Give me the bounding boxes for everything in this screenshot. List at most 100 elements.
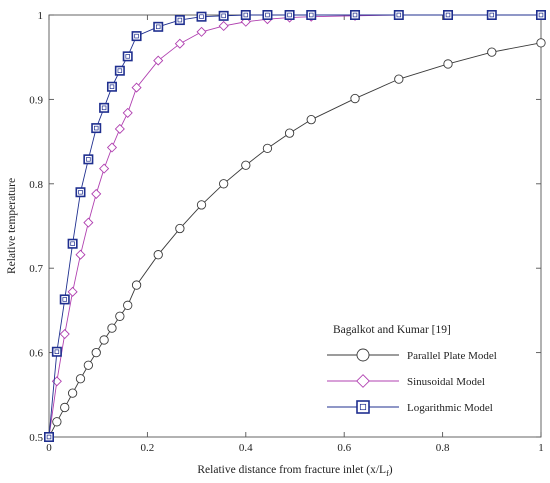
data-point bbox=[83, 360, 94, 370]
data-point bbox=[131, 280, 142, 290]
data-point bbox=[60, 402, 70, 413]
x-axis-label: Relative distance from fracture inlet (x… bbox=[197, 464, 392, 478]
data-point bbox=[443, 59, 453, 69]
data-point-inner bbox=[445, 12, 451, 18]
data-point bbox=[51, 346, 62, 357]
data-point bbox=[99, 335, 109, 345]
x-tick-label: 0.4 bbox=[239, 442, 253, 454]
data-point bbox=[536, 38, 546, 48]
data-point bbox=[241, 160, 251, 170]
data-point bbox=[114, 65, 125, 76]
y-tick-label: 0.9 bbox=[29, 94, 43, 106]
y-axis-label: Relative temperature bbox=[6, 178, 18, 274]
data-point bbox=[219, 179, 229, 189]
data-point bbox=[393, 10, 404, 20]
data-point bbox=[240, 16, 251, 27]
data-point-inner bbox=[265, 12, 270, 18]
data-point-inner bbox=[221, 13, 226, 19]
data-point bbox=[350, 10, 361, 20]
x-tick-label: 0 bbox=[46, 442, 52, 454]
data-point-inner bbox=[538, 12, 544, 18]
data-point-inner bbox=[352, 12, 358, 18]
legend-item: Logarithmic Model bbox=[327, 400, 493, 414]
data-point bbox=[262, 10, 273, 20]
data-point bbox=[153, 250, 163, 260]
legend-label: Sinusoidal Model bbox=[407, 376, 485, 388]
data-point bbox=[306, 115, 316, 125]
data-point bbox=[91, 188, 102, 199]
data-point bbox=[218, 20, 229, 32]
data-point bbox=[131, 31, 142, 42]
x-tick-label: 1 bbox=[538, 442, 544, 454]
data-point bbox=[122, 107, 133, 118]
data-point bbox=[99, 102, 110, 113]
data-point bbox=[350, 93, 360, 104]
y-tick-label: 0.5 bbox=[29, 432, 43, 444]
data-point-inner bbox=[93, 125, 99, 131]
legend-label: Parallel Plate Model bbox=[407, 350, 497, 362]
data-point-inner bbox=[54, 349, 60, 354]
data-point-inner bbox=[125, 54, 130, 59]
x-axis-label-main: Relative distance from fracture inlet (x… bbox=[197, 464, 386, 476]
data-point-inner bbox=[62, 297, 67, 302]
data-point bbox=[196, 26, 207, 37]
data-point-inner bbox=[46, 434, 52, 440]
data-point bbox=[43, 431, 54, 442]
legend-label: Logarithmic Model bbox=[407, 402, 493, 414]
data-point-inner bbox=[117, 68, 123, 73]
series-logarithmic-model bbox=[43, 10, 546, 442]
data-point-inner bbox=[243, 12, 249, 18]
legend-item: Parallel Plate Model bbox=[327, 348, 497, 362]
y-tick-label: 1 bbox=[38, 10, 44, 22]
x-axis-label-subscript: f bbox=[386, 469, 389, 478]
data-point-inner bbox=[396, 12, 402, 18]
data-point bbox=[131, 82, 142, 93]
data-point-inner bbox=[489, 12, 495, 18]
data-point bbox=[535, 10, 546, 20]
data-point bbox=[122, 51, 133, 62]
y-tick-label: 0.7 bbox=[29, 263, 43, 275]
x-tick-label: 0.8 bbox=[436, 442, 450, 454]
data-point-inner bbox=[199, 14, 204, 19]
data-point-inner bbox=[78, 190, 83, 195]
data-point bbox=[75, 249, 86, 260]
data-point-inner bbox=[101, 105, 107, 111]
data-point bbox=[443, 10, 454, 20]
data-point-inner bbox=[308, 12, 314, 18]
data-point bbox=[83, 154, 94, 165]
data-point bbox=[284, 10, 295, 20]
data-point bbox=[306, 10, 317, 20]
legend-marker bbox=[356, 400, 370, 414]
data-point bbox=[99, 163, 110, 174]
data-point bbox=[196, 11, 207, 22]
series-layer bbox=[43, 9, 547, 443]
data-point bbox=[218, 10, 229, 21]
data-point bbox=[91, 347, 101, 358]
data-point bbox=[394, 74, 404, 84]
x-axis-label-close: ) bbox=[389, 464, 393, 476]
data-point bbox=[67, 238, 78, 249]
data-point bbox=[83, 217, 94, 228]
data-point bbox=[91, 123, 102, 134]
legend: Bagalkot and Kumar [19] Parallel Plate Mo… bbox=[327, 324, 497, 414]
data-point bbox=[153, 55, 164, 66]
data-point bbox=[106, 142, 118, 153]
data-point bbox=[107, 323, 117, 333]
data-point bbox=[67, 388, 78, 398]
legend-marker-inner bbox=[359, 403, 367, 411]
data-point bbox=[196, 200, 207, 210]
data-point bbox=[67, 286, 78, 297]
data-point bbox=[284, 128, 295, 138]
data-point bbox=[75, 374, 86, 384]
x-tick-label: 0.2 bbox=[141, 442, 155, 454]
data-point-inner bbox=[109, 84, 115, 89]
legend-item: Sinusoidal Model bbox=[327, 374, 485, 388]
data-point-inner bbox=[177, 17, 183, 23]
data-point bbox=[75, 187, 86, 198]
data-point bbox=[115, 311, 125, 321]
data-point bbox=[174, 15, 185, 26]
data-point bbox=[52, 417, 62, 427]
data-point bbox=[123, 300, 133, 310]
